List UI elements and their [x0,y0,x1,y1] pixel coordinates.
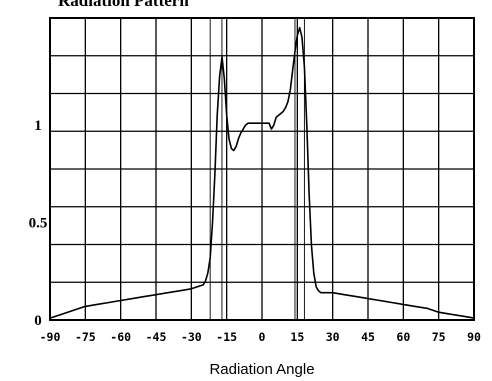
y-tick-label: 0.5 [29,216,48,232]
x-tick-label: -90 [40,330,61,344]
x-tick-label: 75 [432,330,446,344]
y-tick-label: 1 [34,118,42,134]
x-tick-label: 90 [467,330,481,344]
grid [50,18,474,320]
y-axis-ticks: 00.51 [29,118,48,329]
x-axis-label: Radiation Angle [209,361,314,378]
x-axis-ticks: -90 -75 -60 -45 -30 -15 0 15 30 45 60 75 90 [40,330,481,344]
x-tick-label: 0 [259,330,266,344]
series-line [49,26,475,319]
y-tick-label: 0 [34,313,42,329]
x-tick-label: 15 [290,330,304,344]
chart-title: Radiation Pattern [58,0,189,10]
x-tick-label: -60 [110,330,131,344]
plot-frame [49,17,475,321]
x-tick-label: -15 [216,330,237,344]
x-tick-label: -75 [75,330,96,344]
x-tick-label: 30 [326,330,340,344]
x-tick-label: 45 [361,330,375,344]
x-tick-label: -45 [146,330,167,344]
x-tick-label: -30 [181,330,202,344]
x-tick-label: 60 [396,330,410,344]
